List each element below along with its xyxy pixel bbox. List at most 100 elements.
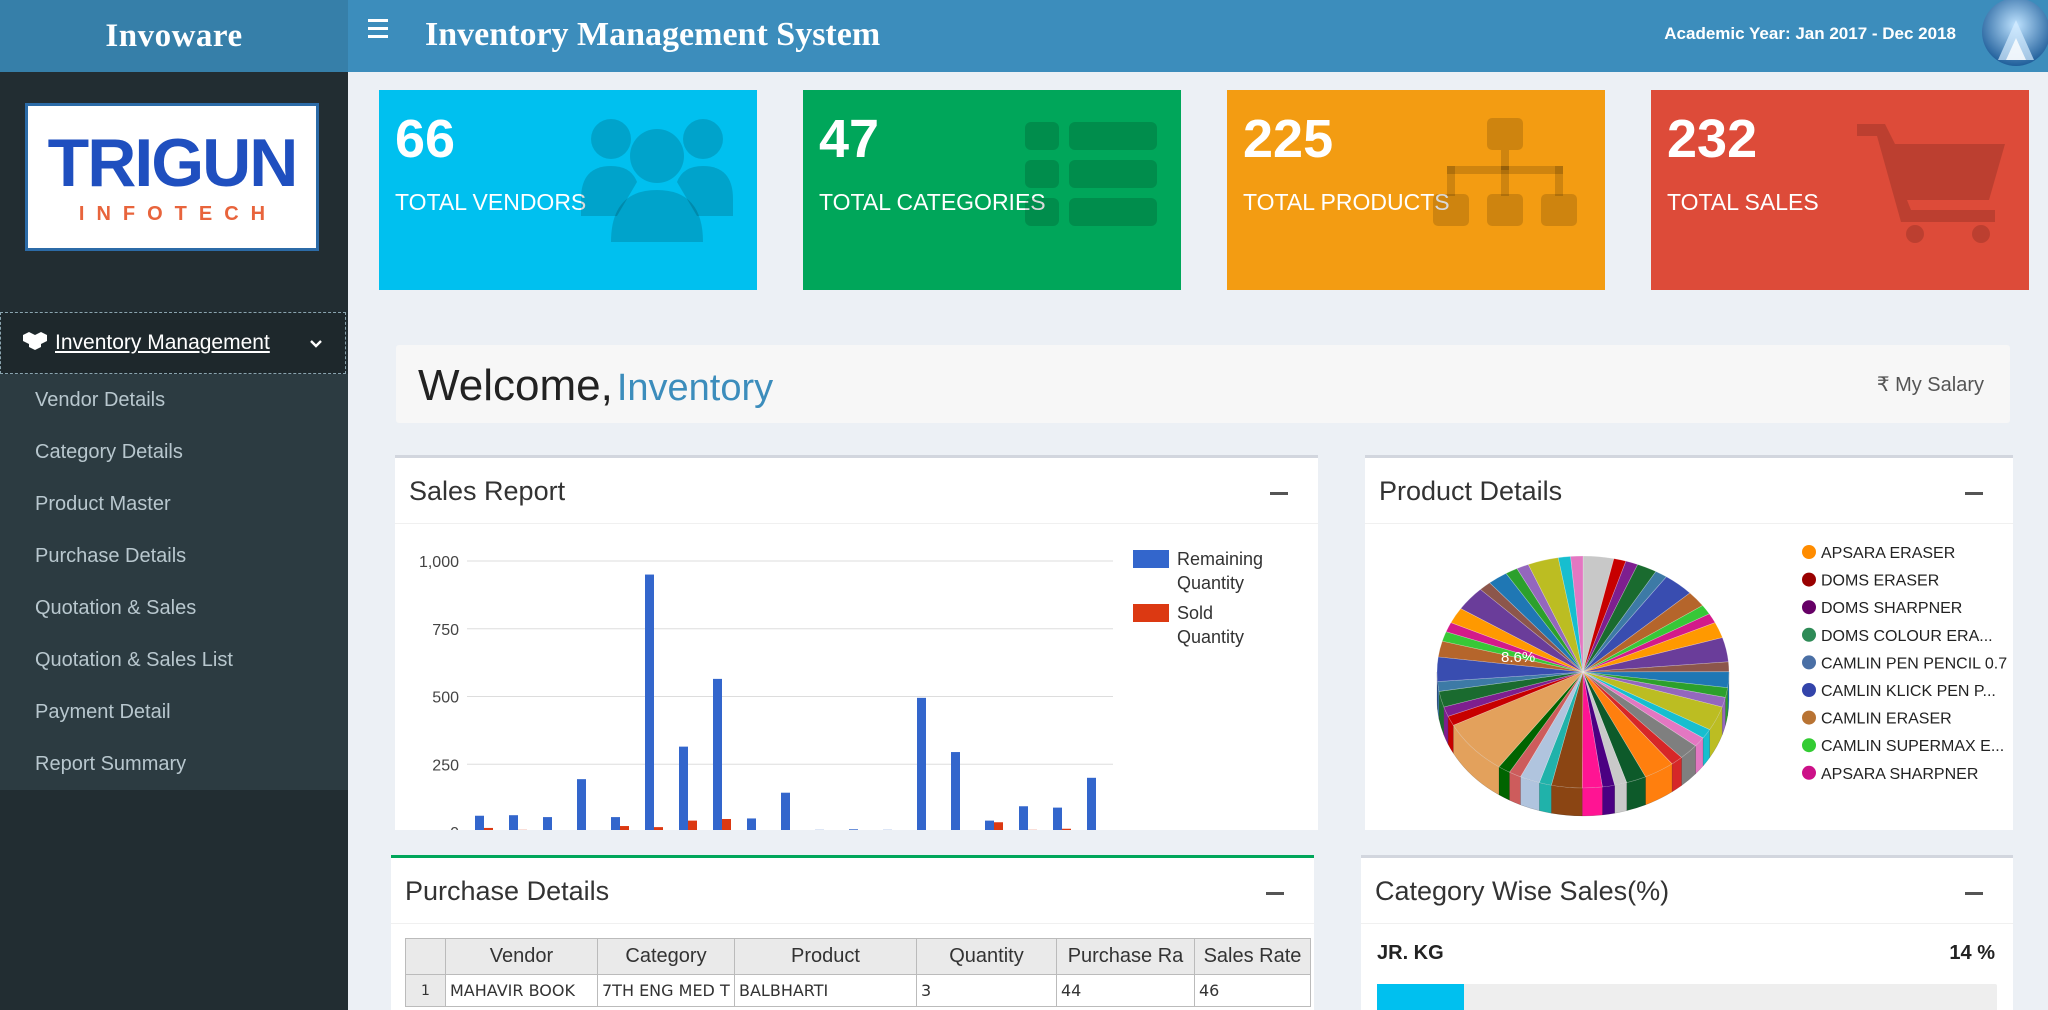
pie-slice[interactable]	[1582, 671, 1628, 786]
menu-inventory-management[interactable]: Inventory Management	[0, 312, 346, 374]
bar[interactable]	[951, 752, 960, 830]
pie-slice[interactable]	[1498, 671, 1584, 773]
bar[interactable]	[484, 827, 493, 830]
bar[interactable]	[917, 697, 926, 830]
pie-slice[interactable]	[1582, 671, 1697, 758]
minimize-icon[interactable]	[1270, 492, 1288, 495]
pie-slice[interactable]	[1582, 605, 1710, 673]
bar[interactable]	[1062, 828, 1071, 830]
column-header-product[interactable]: Product	[734, 938, 917, 975]
pie-slice[interactable]	[1505, 568, 1584, 673]
bar[interactable]	[1087, 777, 1096, 830]
bar[interactable]	[577, 779, 586, 830]
minimize-icon[interactable]	[1965, 492, 1983, 495]
bar[interactable]	[985, 820, 994, 830]
pie-slice[interactable]	[1582, 622, 1723, 673]
bar[interactable]	[1019, 806, 1028, 830]
legend-label[interactable]: APSARA ERASER	[1821, 545, 1955, 562]
sidebar-item-payment-detail[interactable]: Payment Detail	[35, 700, 171, 723]
minimize-icon[interactable]	[1266, 892, 1284, 895]
legend-label[interactable]: DOMS ERASER	[1821, 573, 1939, 590]
bar[interactable]	[475, 815, 484, 830]
stat-box-sales[interactable]: 232 TOTAL SALES	[1651, 90, 2029, 290]
pie-slice[interactable]	[1520, 671, 1584, 784]
bar[interactable]	[1053, 807, 1062, 830]
pie-slice[interactable]	[1582, 592, 1704, 673]
pie-slice[interactable]	[1582, 555, 1615, 673]
pie-slice[interactable]	[1582, 671, 1646, 784]
pie-slice[interactable]	[1582, 671, 1711, 739]
bar[interactable]	[509, 815, 518, 830]
column-header-purchase-rate[interactable]: Purchase Ra	[1056, 938, 1195, 975]
my-salary-link[interactable]: ₹ My Salary	[1876, 374, 1984, 396]
pie-slice[interactable]	[1582, 671, 1673, 778]
pie-slice[interactable]	[1436, 656, 1584, 682]
bar[interactable]	[611, 817, 620, 830]
pie-slice[interactable]	[1582, 671, 1730, 689]
legend-label[interactable]: CAMLIN ERASER	[1821, 711, 1952, 728]
sidebar-item-quotation-sales-list[interactable]: Quotation & Sales List	[35, 648, 233, 671]
pie-slice[interactable]	[1438, 671, 1584, 708]
pie-slice[interactable]	[1441, 631, 1584, 673]
column-header[interactable]	[405, 938, 446, 975]
pie-slice[interactable]	[1508, 671, 1584, 778]
pie-slice[interactable]	[1570, 555, 1584, 673]
user-avatar[interactable]	[1976, 0, 2048, 72]
bar[interactable]	[747, 818, 756, 830]
pie-slice[interactable]	[1582, 671, 1616, 788]
pie-slice[interactable]	[1445, 622, 1584, 673]
bar[interactable]	[849, 829, 858, 830]
pie-slice[interactable]	[1550, 671, 1584, 789]
pie-slice[interactable]	[1582, 671, 1704, 747]
pie-slice[interactable]	[1582, 564, 1657, 673]
legend-label[interactable]: DOMS COLOUR ERA...	[1821, 628, 1993, 645]
column-header-quantity[interactable]: Quantity	[916, 938, 1057, 975]
sidebar-item-product-master[interactable]: Product Master	[35, 492, 171, 515]
pie-slice[interactable]	[1582, 661, 1730, 673]
pie-slice[interactable]	[1582, 671, 1683, 765]
legend-label[interactable]: CAMLIN PEN PENCIL 0.7	[1821, 655, 2007, 672]
pie-slice[interactable]	[1582, 558, 1627, 673]
bar[interactable]	[654, 827, 663, 830]
pie-slice[interactable]	[1582, 671, 1726, 708]
minimize-icon[interactable]	[1965, 892, 1983, 895]
pie-slice[interactable]	[1452, 671, 1584, 768]
bar[interactable]	[994, 822, 1003, 830]
pie-slice[interactable]	[1489, 573, 1584, 673]
bar[interactable]	[645, 574, 654, 830]
stat-box-vendors[interactable]: 66 TOTAL VENDORS	[379, 90, 757, 290]
bar[interactable]	[688, 820, 697, 830]
pie-slice[interactable]	[1582, 671, 1723, 731]
pie-slice[interactable]	[1450, 608, 1584, 673]
pie-slice[interactable]	[1437, 640, 1584, 673]
pie-slice[interactable]	[1538, 671, 1584, 786]
pie-slice[interactable]	[1447, 671, 1584, 726]
pie-slice[interactable]	[1443, 671, 1584, 717]
bar[interactable]	[781, 792, 790, 830]
pie-slice[interactable]	[1527, 557, 1584, 673]
pie-slice[interactable]	[1581, 671, 1603, 789]
bar[interactable]	[722, 818, 731, 830]
app-logo[interactable]: Invoware	[0, 0, 348, 72]
pie-slice[interactable]	[1437, 671, 1584, 692]
pie-slice[interactable]	[1582, 576, 1691, 673]
bar[interactable]	[713, 678, 722, 830]
pie-slice[interactable]	[1582, 571, 1667, 673]
pie-slice[interactable]	[1557, 556, 1584, 673]
sidebar-item-category-details[interactable]: Category Details	[35, 440, 183, 463]
column-header-vendor[interactable]: Vendor	[445, 938, 598, 975]
bar[interactable]	[543, 817, 552, 830]
column-header-category[interactable]: Category	[597, 938, 735, 975]
legend-label[interactable]: DOMS SHARPNER	[1821, 600, 1962, 617]
bar[interactable]	[620, 826, 629, 830]
pie-slice[interactable]	[1460, 589, 1584, 673]
stat-box-products[interactable]: 225 TOTAL PRODUCTS	[1227, 90, 1605, 290]
sidebar-item-report-summary[interactable]: Report Summary	[35, 752, 187, 775]
pie-slice[interactable]	[1582, 671, 1729, 698]
legend-label[interactable]: APSARA SHARPNER	[1821, 766, 1978, 783]
bar[interactable]	[679, 746, 688, 830]
stat-box-categories[interactable]: 47 TOTAL CATEGORIES	[803, 90, 1181, 290]
pie-slice[interactable]	[1479, 582, 1584, 673]
pie-slice[interactable]	[1582, 613, 1716, 673]
sidebar-item-quotation-sales[interactable]: Quotation & Sales	[35, 596, 197, 619]
